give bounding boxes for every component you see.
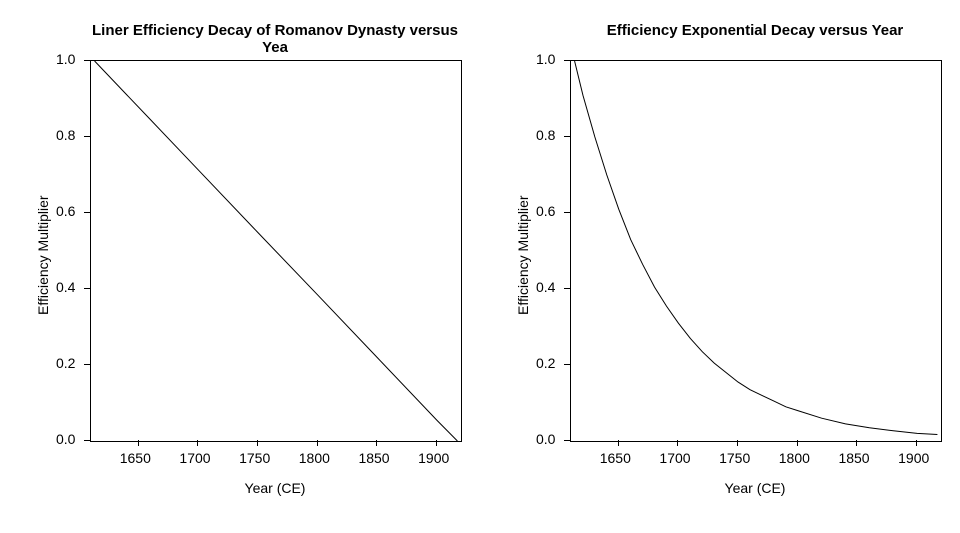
- x-tick-label: 1650: [120, 450, 151, 466]
- y-tick: [84, 212, 90, 213]
- y-tick-label: 0.6: [536, 203, 555, 219]
- line-series: [95, 61, 458, 441]
- y-tick-label: 0.4: [536, 279, 555, 295]
- y-tick-label: 0.8: [56, 127, 75, 143]
- x-axis-label: Year (CE): [90, 480, 460, 496]
- x-tick: [138, 440, 139, 446]
- y-tick: [84, 136, 90, 137]
- y-tick: [564, 212, 570, 213]
- x-tick: [257, 440, 258, 446]
- panel-linear: Liner Efficiency Decay of Romanov Dynast…: [0, 0, 480, 533]
- x-tick-label: 1700: [659, 450, 690, 466]
- y-tick-label: 0.2: [56, 355, 75, 371]
- panel-exponential: Efficiency Exponential Decay versus Year…: [480, 0, 960, 533]
- plot-area: [570, 60, 942, 442]
- series-svg: [91, 61, 461, 441]
- line-series: [575, 61, 938, 435]
- y-axis-label: Efficiency Multiplier: [515, 195, 531, 315]
- y-tick-label: 1.0: [56, 51, 75, 67]
- y-tick-label: 0.2: [536, 355, 555, 371]
- y-tick-label: 0.0: [536, 431, 555, 447]
- x-tick-label: 1900: [898, 450, 929, 466]
- y-tick-label: 0.8: [536, 127, 555, 143]
- y-tick: [564, 364, 570, 365]
- x-tick: [797, 440, 798, 446]
- x-tick: [317, 440, 318, 446]
- x-tick-label: 1700: [179, 450, 210, 466]
- x-tick-label: 1650: [600, 450, 631, 466]
- y-axis-label: Efficiency Multiplier: [35, 195, 51, 315]
- x-tick: [618, 440, 619, 446]
- x-axis-label: Year (CE): [570, 480, 940, 496]
- x-tick-label: 1850: [358, 450, 389, 466]
- y-tick: [564, 60, 570, 61]
- x-tick: [737, 440, 738, 446]
- y-tick: [564, 288, 570, 289]
- y-tick: [84, 364, 90, 365]
- x-tick: [197, 440, 198, 446]
- x-tick-label: 1900: [418, 450, 449, 466]
- x-tick: [436, 440, 437, 446]
- plot-area: [90, 60, 462, 442]
- x-tick-label: 1850: [838, 450, 869, 466]
- y-tick-label: 0.6: [56, 203, 75, 219]
- x-tick: [856, 440, 857, 446]
- x-tick-label: 1800: [299, 450, 330, 466]
- y-tick: [84, 288, 90, 289]
- y-tick: [564, 440, 570, 441]
- x-tick-label: 1750: [719, 450, 750, 466]
- x-tick: [916, 440, 917, 446]
- y-tick: [84, 440, 90, 441]
- series-svg: [571, 61, 941, 441]
- panel-title: Efficiency Exponential Decay versus Year: [570, 22, 940, 39]
- y-tick-label: 0.4: [56, 279, 75, 295]
- x-tick: [376, 440, 377, 446]
- y-tick: [564, 136, 570, 137]
- y-tick: [84, 60, 90, 61]
- panel-title: Liner Efficiency Decay of Romanov Dynast…: [90, 22, 460, 56]
- y-tick-label: 0.0: [56, 431, 75, 447]
- x-tick-label: 1800: [779, 450, 810, 466]
- x-tick-label: 1750: [239, 450, 270, 466]
- x-tick: [677, 440, 678, 446]
- y-tick-label: 1.0: [536, 51, 555, 67]
